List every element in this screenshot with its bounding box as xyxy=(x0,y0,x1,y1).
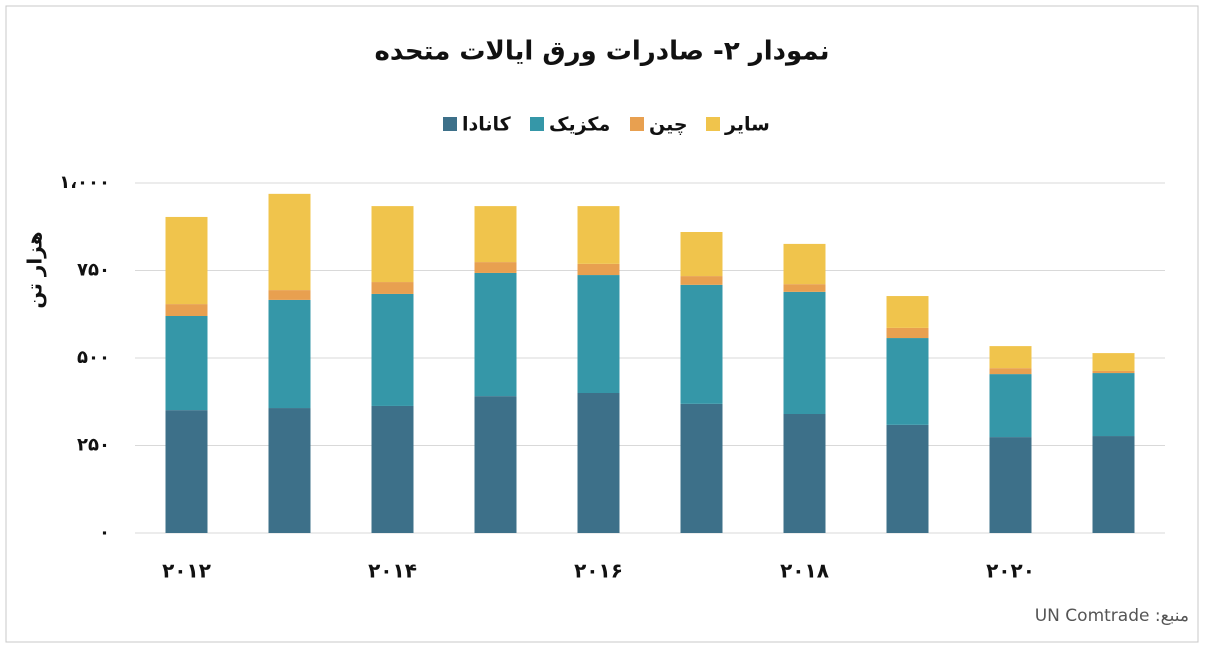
bar-segment xyxy=(165,316,208,411)
bar-segment xyxy=(474,396,517,533)
bar-segment xyxy=(1092,353,1135,371)
bar-segment xyxy=(268,290,311,300)
bar-segment xyxy=(886,424,929,533)
bar-segment xyxy=(577,393,620,533)
bar-segment xyxy=(1092,373,1135,437)
chart-title: نمودار ۲- صادرات ورق ایالات متحده xyxy=(374,37,829,67)
legend-label: سایر xyxy=(724,114,770,136)
bar-segment xyxy=(989,437,1032,533)
bar-segment xyxy=(371,293,414,406)
legend-label: مکزیک xyxy=(549,114,610,136)
bar-segment xyxy=(474,272,517,397)
bar-segment xyxy=(371,206,414,283)
legend-label: کانادا xyxy=(462,114,512,136)
legend-swatch xyxy=(706,117,720,131)
bar-segment xyxy=(989,374,1032,438)
bar-segment xyxy=(680,276,723,285)
bar-segment xyxy=(268,193,311,291)
legend-swatch xyxy=(530,117,544,131)
bar-segment xyxy=(268,408,311,533)
bar-segment xyxy=(680,284,723,404)
bar-segment xyxy=(1092,370,1135,374)
bar-segment xyxy=(680,403,723,533)
bar-segment xyxy=(165,304,208,316)
legend-swatch xyxy=(630,117,644,131)
bar-segment xyxy=(680,232,723,277)
bar-segment xyxy=(783,284,826,292)
bar-segment xyxy=(989,346,1032,369)
bar-segment xyxy=(886,296,929,328)
y-tick-label: ۵۰۰ xyxy=(77,347,110,368)
y-tick-label: ۱،۰۰۰ xyxy=(59,172,110,193)
bar-segment xyxy=(886,327,929,339)
bar-segment xyxy=(783,414,826,533)
legend-label: چین xyxy=(649,114,688,136)
bar-segment xyxy=(474,206,517,263)
bar-segment xyxy=(474,262,517,273)
bar-segment xyxy=(165,410,208,533)
y-axis-label: هزار تن xyxy=(23,231,47,308)
legend-swatch xyxy=(443,117,457,131)
y-tick-label: ۰ xyxy=(99,522,110,543)
bar-segment xyxy=(577,263,620,276)
x-tick-label: ۲۰۲۰ xyxy=(986,559,1035,583)
bar-segment xyxy=(783,243,826,285)
x-tick-label: ۲۰۱۲ xyxy=(162,559,211,583)
x-tick-label: ۲۰۱۴ xyxy=(368,559,417,583)
bar-segment xyxy=(165,216,208,305)
x-tick-label: ۲۰۱۸ xyxy=(780,559,829,583)
bar-segment xyxy=(989,368,1032,375)
bar-segment xyxy=(268,299,311,409)
bar-segment xyxy=(886,338,929,425)
bar-segment xyxy=(371,405,414,533)
bar-segment xyxy=(1092,436,1135,533)
bar-segment xyxy=(577,206,620,264)
source: منبع: UN Comtrade xyxy=(1034,606,1189,626)
bar-segment xyxy=(577,275,620,393)
bar-segment xyxy=(783,291,826,414)
bar-segment xyxy=(371,282,414,294)
y-tick-label: ۲۵۰ xyxy=(77,435,110,456)
frame xyxy=(5,5,1199,643)
x-tick-label: ۲۰۱۶ xyxy=(574,559,623,583)
y-tick-label: ۷۵۰ xyxy=(77,260,110,281)
